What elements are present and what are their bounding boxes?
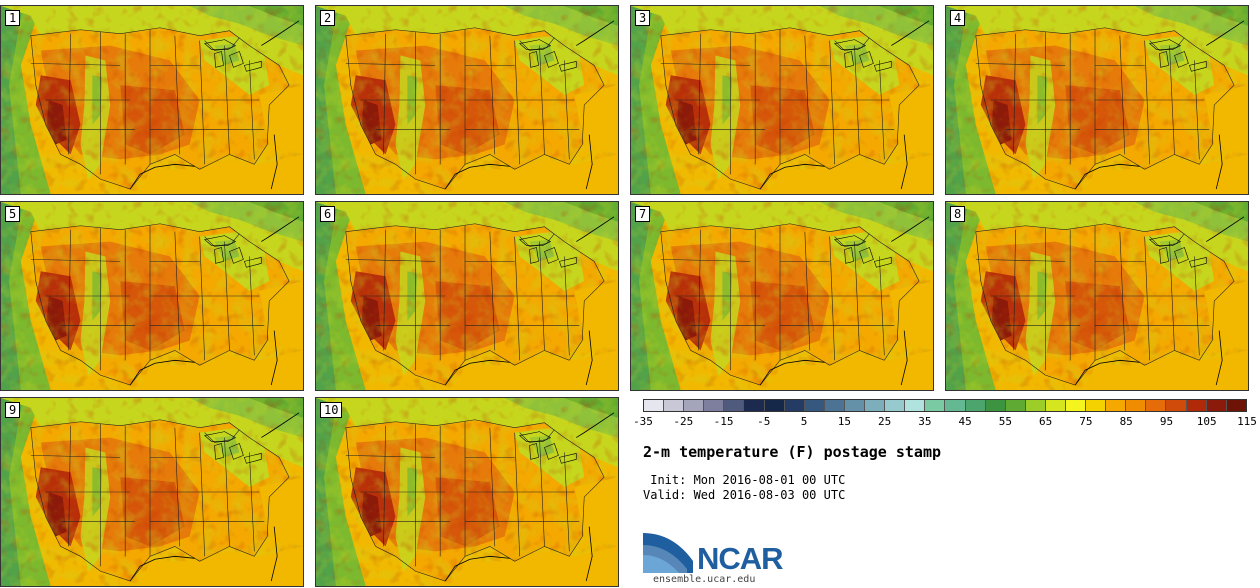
colorbar-segment [1045,400,1066,411]
init-time: Init: Mon 2016-08-01 00 UTC [643,473,846,487]
colorbar-segment [1206,400,1227,411]
temperature-map [1,398,303,586]
colorbar-segment [784,400,805,411]
colorbar-segment [744,400,765,411]
colorbar-segment [1226,400,1246,411]
member-label: 8 [950,206,966,222]
colorbar-tick: 5 [800,415,808,428]
temperature-map [1,6,303,194]
colorbar-segment [865,400,886,411]
member-label: 1 [5,10,21,26]
colorbar-tick: 85 [1119,415,1133,428]
ensemble-member-panel-8: 8 [945,201,1249,391]
colorbar-segment [644,400,665,411]
colorbar-tick: 55 [998,415,1013,428]
colorbar-segment [1146,400,1167,411]
colorbar-tick: -15 [713,415,734,428]
colorbar-segment [844,400,866,411]
ensemble-member-panel-1: 1 [0,5,304,195]
colorbar-segment [804,400,825,411]
temperature-map [316,6,618,194]
colorbar-segment [1186,400,1207,411]
ncar-logo-text: NCAR [697,541,784,576]
colorbar-segment [704,400,725,411]
ensemble-member-panel-3: 3 [630,5,934,195]
ensemble-member-panel-2: 2 [315,5,619,195]
colorbar-tick: 45 [958,415,972,428]
colorbar-segment [1005,400,1026,411]
temperature-colorbar [643,399,1247,412]
colorbar-segment [905,400,926,411]
colorbar-segment [925,400,946,411]
ensemble-member-panel-10: 10 [315,397,619,587]
temperature-map [631,202,933,390]
ncar-logo-icon [643,533,693,573]
colorbar-segment [885,400,906,411]
colorbar-tick: 105 [1196,415,1217,428]
colorbar-segment [945,400,966,411]
member-label: 2 [320,10,336,26]
colorbar-tick: 65 [1039,415,1053,428]
colorbar-segment [1166,400,1187,411]
colorbar-segment [764,400,785,411]
ensemble-member-panel-4: 4 [945,5,1249,195]
colorbar-tick: 35 [918,415,932,428]
temperature-map [631,6,933,194]
colorbar-segment [1126,400,1147,411]
member-label: 4 [950,10,966,26]
colorbar-tick: 15 [837,415,851,428]
colorbar-segment [985,400,1006,411]
temperature-map [316,202,618,390]
member-label: 6 [320,206,336,222]
colorbar-tick: -25 [673,415,694,428]
ensemble-member-panel-5: 5 [0,201,304,391]
temperature-map [946,6,1248,194]
member-label: 10 [320,402,343,418]
temperature-map [316,398,618,586]
member-label: 9 [5,402,21,418]
colorbar-segment [684,400,705,411]
ensemble-member-panel-7: 7 [630,201,934,391]
colorbar-segment [824,400,845,411]
colorbar-segment [1065,400,1087,411]
ensemble-member-panel-6: 6 [315,201,619,391]
colorbar-segment [724,400,745,411]
temperature-map [946,202,1248,390]
colorbar-segment [1025,400,1046,411]
colorbar-segment [1106,400,1127,411]
colorbar-segment [1086,400,1107,411]
member-label: 7 [635,206,651,222]
colorbar-segment [965,400,986,411]
colorbar-tick: 75 [1079,415,1093,428]
member-label: 5 [5,206,21,222]
member-label: 3 [635,10,651,26]
colorbar-tick: 25 [877,415,892,428]
colorbar-segment [664,400,685,411]
chart-title: 2-m temperature (F) postage stamp [643,443,942,461]
colorbar-tick-labels: -35 -25 -15 -5 5 15 25 35 45 55 65 75 85 95 105 115 [633,413,1257,429]
valid-time: Valid: Wed 2016-08-03 00 UTC [643,488,846,502]
colorbar-tick: 115 [1237,415,1257,428]
colorbar-tick: -5 [757,415,771,428]
temperature-map [1,202,303,390]
colorbar-tick: -35 [633,415,653,428]
ncar-url: ensemble.ucar.edu [653,574,756,585]
colorbar-tick: 95 [1159,415,1174,428]
ensemble-member-panel-9: 9 [0,397,304,587]
